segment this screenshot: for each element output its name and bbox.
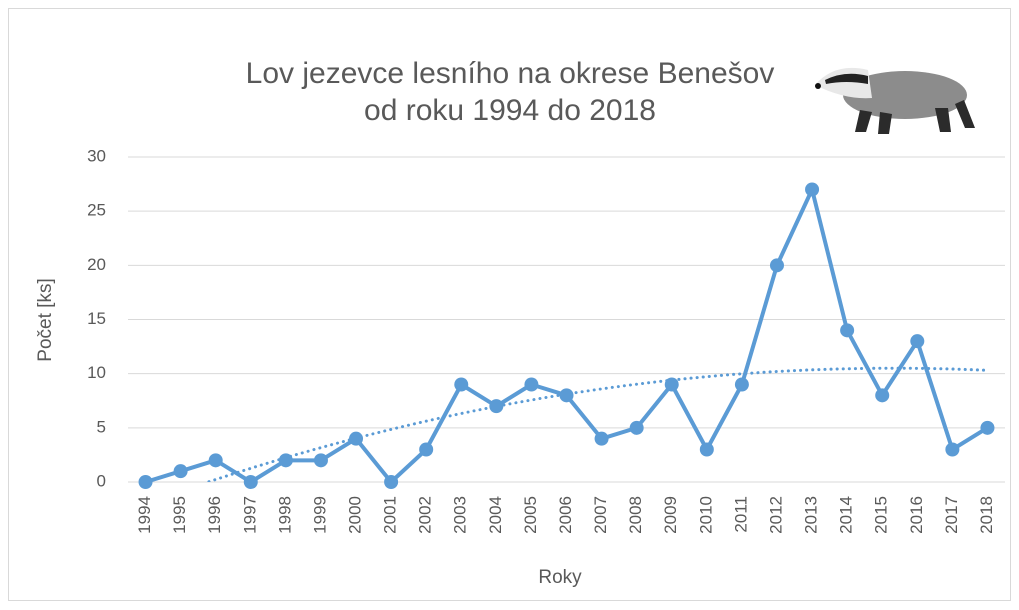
x-tick-label: 2011	[731, 496, 750, 533]
x-tick-label: 2005	[521, 496, 540, 534]
data-point	[454, 378, 468, 392]
x-tick-label: 1998	[275, 496, 294, 534]
data-point	[630, 421, 644, 435]
x-tick-label: 2004	[486, 496, 505, 534]
y-tick-label: 15	[87, 309, 106, 328]
y-tick-label: 10	[87, 363, 106, 382]
data-point	[524, 378, 538, 392]
data-point	[700, 443, 714, 457]
x-tick-label: 2017	[942, 496, 961, 534]
x-tick-label: 2008	[626, 496, 645, 534]
y-tick-label: 25	[87, 201, 106, 220]
data-point	[840, 323, 854, 337]
y-tick-label: 0	[97, 471, 106, 490]
data-point	[489, 399, 503, 413]
y-tick-label: 5	[97, 417, 106, 436]
data-point	[279, 453, 293, 467]
x-tick-label: 2000	[346, 496, 365, 534]
x-tick-label: 2014	[837, 496, 856, 534]
data-point	[980, 421, 994, 435]
data-point	[910, 334, 924, 348]
data-point	[209, 453, 223, 467]
x-tick-label: 2002	[416, 496, 435, 534]
x-tick-label: 2001	[381, 496, 400, 534]
data-point	[805, 183, 819, 197]
x-tick-label: 2009	[661, 496, 680, 534]
x-tick-label: 2006	[556, 496, 575, 534]
data-point	[419, 443, 433, 457]
data-point	[560, 388, 574, 402]
x-tick-label: 1996	[205, 496, 224, 534]
data-point	[945, 443, 959, 457]
data-point	[139, 475, 153, 489]
data-point	[174, 464, 188, 478]
x-tick-label: 1995	[170, 496, 189, 534]
x-tick-label: 1994	[135, 496, 154, 534]
data-point	[244, 475, 258, 489]
data-point	[349, 432, 363, 446]
x-axis-title: Roky	[538, 567, 582, 588]
data-point	[384, 475, 398, 489]
x-tick-label: 2003	[451, 496, 470, 534]
x-tick-label: 1999	[310, 496, 329, 534]
x-tick-label: 2016	[907, 496, 926, 534]
x-tick-label: 2012	[766, 496, 785, 534]
y-tick-label: 30	[87, 146, 106, 165]
x-tick-label: 2018	[977, 496, 996, 534]
y-axis-title: Počet [ks]	[35, 278, 56, 361]
data-point	[314, 453, 328, 467]
x-tick-label: 2015	[872, 496, 891, 534]
y-tick-label: 20	[87, 255, 106, 274]
chart-title: Lov jezevce lesního na okrese Benešov	[246, 57, 775, 90]
x-tick-label: 1997	[240, 496, 259, 534]
data-point	[665, 378, 679, 392]
x-tick-label: 2010	[696, 496, 715, 534]
chart: Lov jezevce lesního na okrese Benešov od…	[0, 0, 1019, 610]
x-tick-label: 2007	[591, 496, 610, 534]
data-point	[735, 378, 749, 392]
chart-title: od roku 1994 do 2018	[364, 94, 656, 127]
data-point	[770, 258, 784, 272]
x-tick-label: 2013	[802, 496, 821, 534]
data-point	[595, 432, 609, 446]
data-point	[875, 388, 889, 402]
